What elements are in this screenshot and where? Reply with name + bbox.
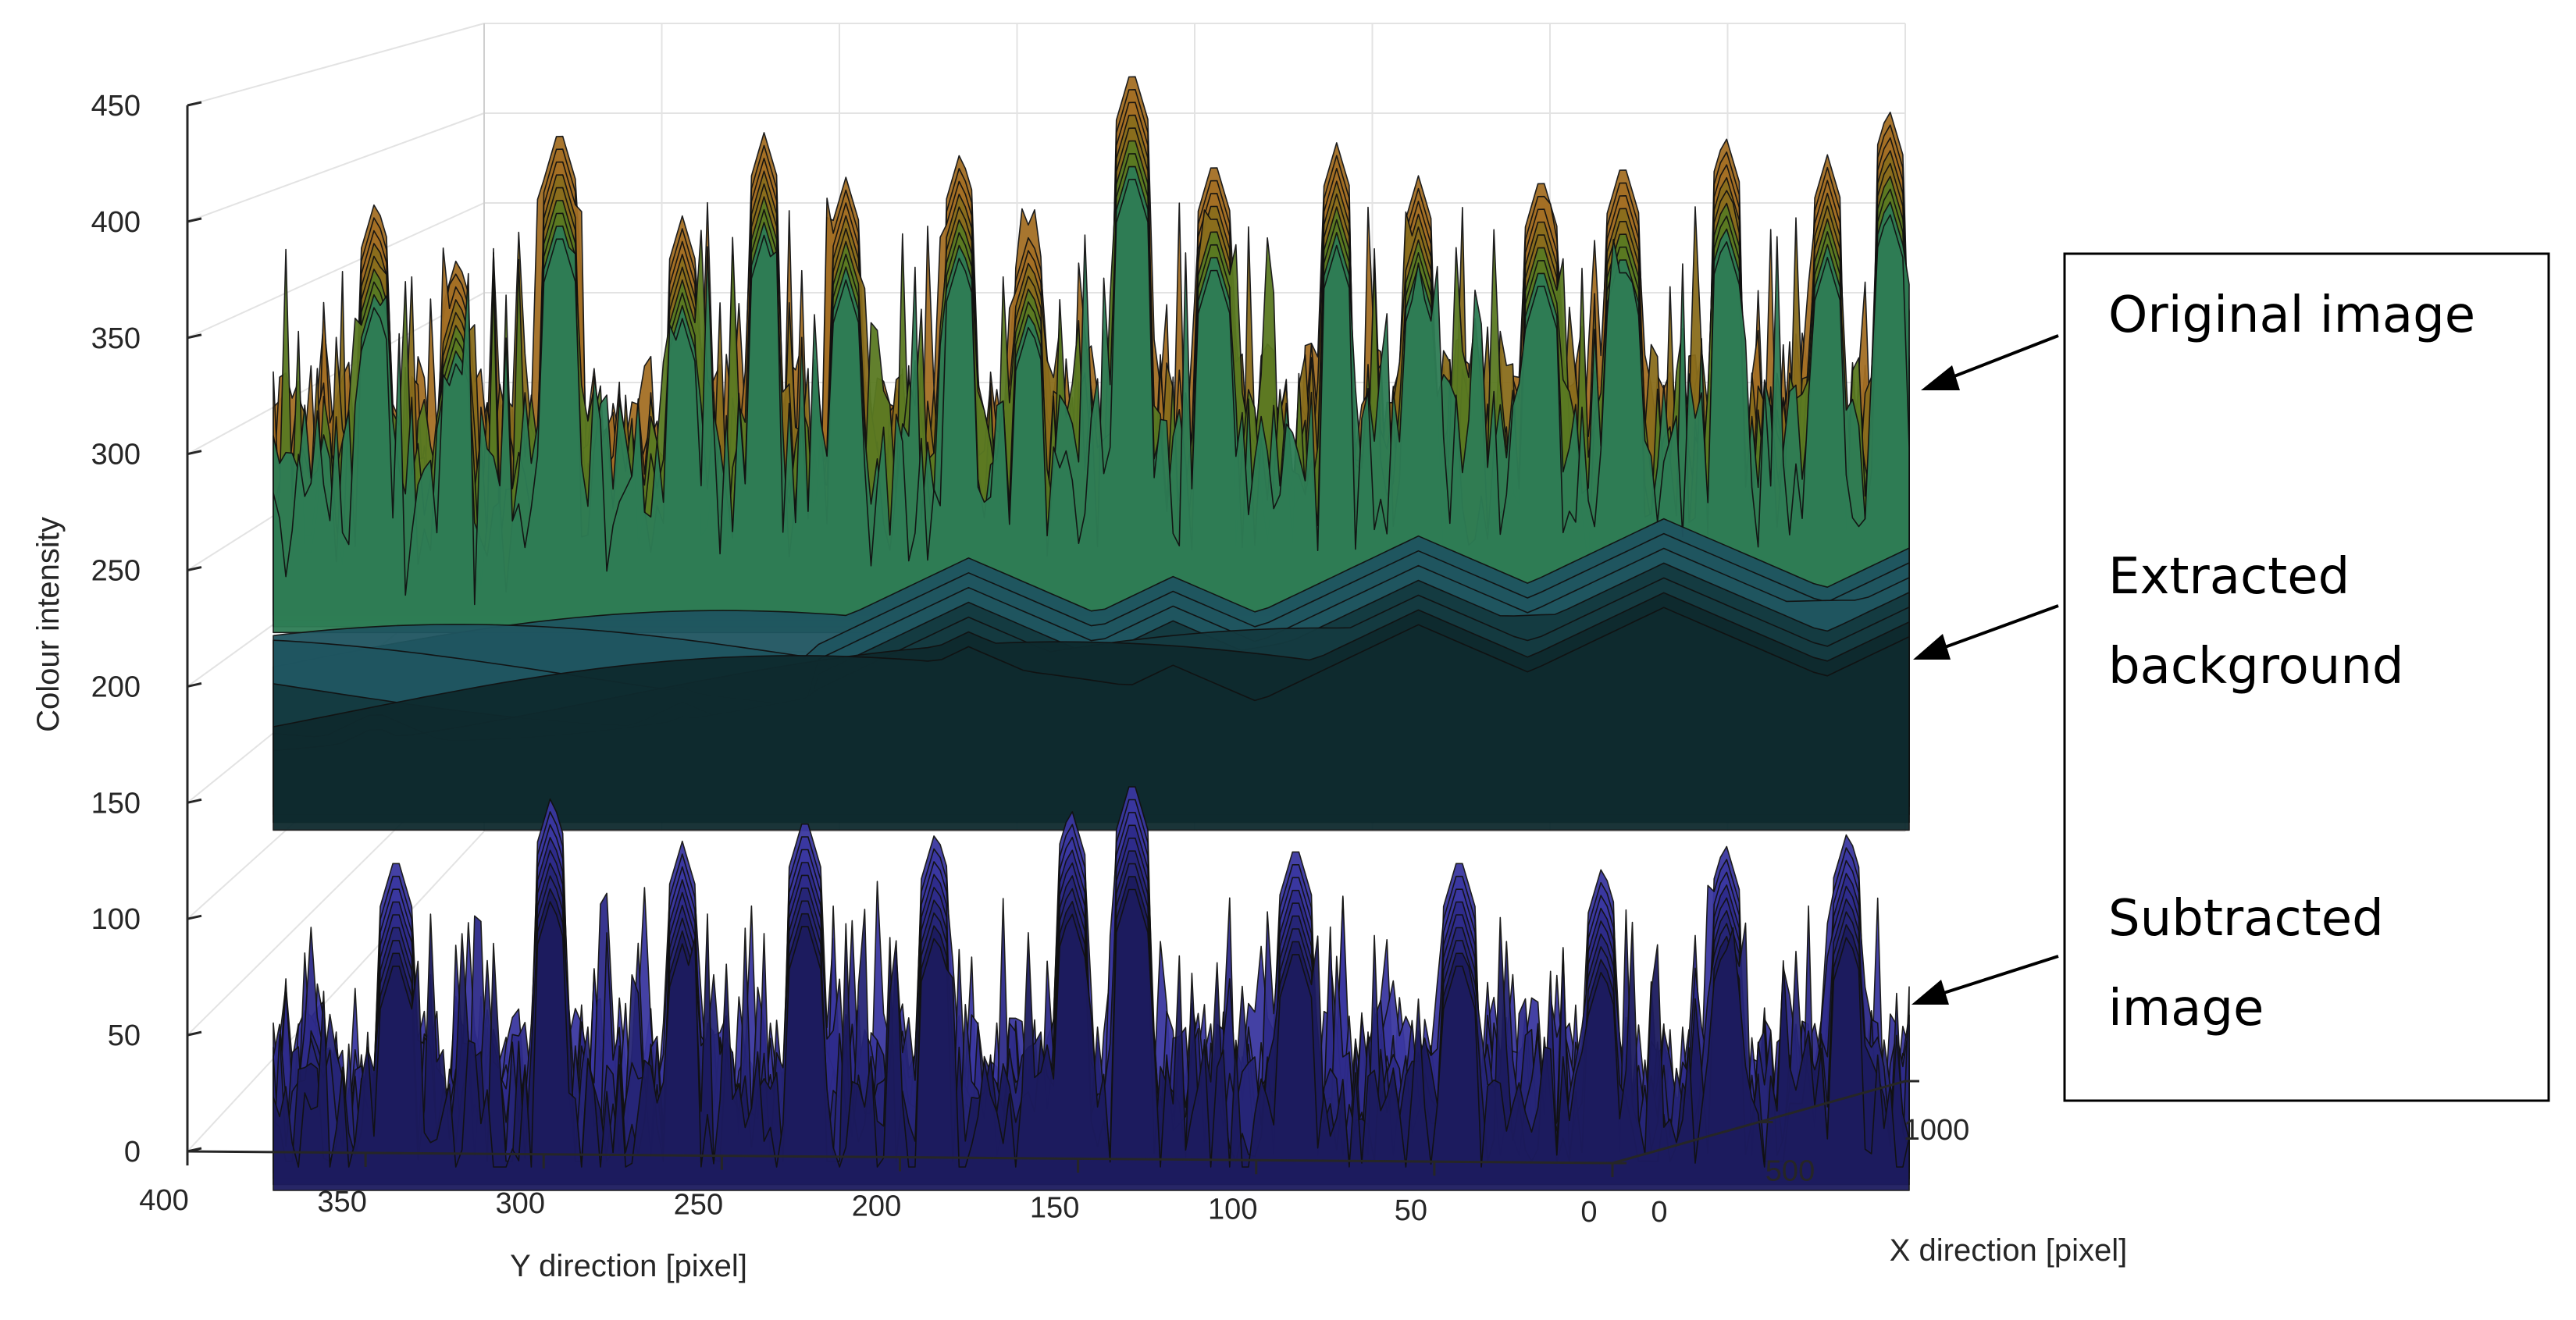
grid-line-left-z	[187, 831, 485, 1152]
surface-layer-strip	[273, 607, 1910, 831]
arrow-original	[1921, 334, 2059, 390]
grid-line-left-z	[187, 202, 485, 339]
y-tick-label: 200	[852, 1190, 901, 1223]
annotation-original: Original image	[2108, 286, 2475, 344]
x-tick-label: 500	[1765, 1155, 1815, 1188]
z-tick-label: 300	[91, 439, 141, 471]
annotation-background-line2: background	[2108, 638, 2404, 696]
y-tick-label: 150	[1030, 1191, 1079, 1224]
axes: 0 50 100 150 200 250 300 350 400 450 400 350 300 250 2…	[91, 90, 1970, 1229]
z-tick-mark	[187, 450, 202, 456]
y-tick-label: 100	[1208, 1193, 1257, 1226]
y-tick-label: 50	[1395, 1194, 1427, 1227]
y-tick-label: 350	[317, 1186, 366, 1219]
y-tick-label: 0	[1580, 1196, 1597, 1229]
z-tick-mark	[187, 101, 202, 107]
surface-extracted-background	[273, 518, 1910, 831]
z-axis-label: Colour intensity	[31, 517, 66, 732]
annotation-box: Original image Extracted background Subt…	[2063, 252, 2550, 1102]
annotation-original-line1: Original image	[2108, 286, 2475, 344]
annotation-subtracted-line2: image	[2108, 980, 2264, 1037]
surface-original-image	[273, 76, 1910, 634]
y-tick-label: 400	[139, 1184, 188, 1217]
grid-line-left-z	[187, 23, 485, 106]
z-tick-label: 50	[108, 1019, 141, 1052]
annotation-background: Extracted background	[2108, 548, 2404, 696]
annotation-frame	[2063, 252, 2550, 1102]
z-tick-label: 100	[91, 903, 141, 936]
y-tick-label: 250	[674, 1189, 723, 1222]
z-tick-label: 0	[124, 1136, 141, 1169]
z-tick-mark	[187, 798, 202, 804]
z-tick-mark	[187, 1147, 202, 1153]
y-axis-label: Y direction [pixel]	[510, 1249, 747, 1283]
z-tick-label: 350	[91, 322, 141, 355]
z-tick-label: 200	[91, 671, 141, 703]
arrow-background	[1913, 604, 2059, 660]
z-tick-label: 450	[91, 90, 141, 123]
surface-layer	[273, 76, 1910, 1191]
x-tick-label: 1000	[1904, 1114, 1970, 1147]
z-tick-mark	[187, 333, 202, 340]
z-tick-mark	[187, 1030, 202, 1037]
z-tick-label: 150	[91, 787, 141, 820]
surface-subtracted-image	[273, 786, 1910, 1191]
grid-line-left-z	[187, 112, 485, 222]
annotation-subtracted: Subtracted image	[2108, 890, 2400, 1037]
y-tick-label: 300	[496, 1187, 545, 1220]
z-tick-mark	[187, 914, 202, 920]
annotation-background-line1: Extracted	[2108, 548, 2350, 606]
arrow-subtracted	[1912, 955, 2059, 1005]
annotation-subtracted-line1: Subtracted	[2108, 890, 2384, 948]
z-tick-mark	[187, 681, 202, 688]
x-axis-label: X direction [pixel]	[1890, 1233, 2128, 1268]
x-tick-label: 0	[1651, 1196, 1667, 1229]
annotation-arrows	[1912, 334, 2059, 1005]
z-tick-label: 250	[91, 555, 141, 588]
surface-layer-strip	[273, 179, 1910, 634]
z-tick-mark	[187, 566, 202, 572]
z-tick-label: 400	[91, 206, 141, 239]
surface-layer-strip	[273, 888, 1910, 1191]
z-tick-mark	[187, 217, 202, 223]
